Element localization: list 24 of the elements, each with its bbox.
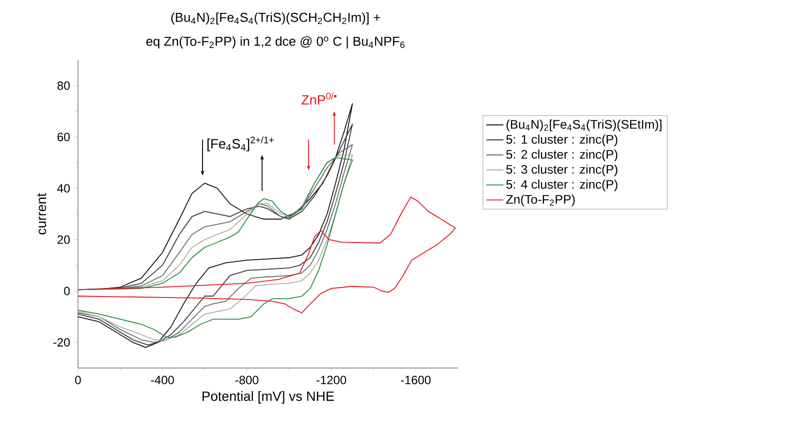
y-tick-label: 0 — [64, 286, 70, 296]
x-tick-label: -800 — [235, 376, 258, 384]
legend-label: 5: 3 cluster : zinc(P) — [506, 164, 618, 176]
x-tick-label: 0 — [75, 376, 81, 384]
y-tick-label: -20 — [53, 338, 70, 347]
y-tick-label: 80 — [57, 81, 70, 90]
annotation: [Fe$_{4}$S$_{4}$]$^{2+/1+}$ — [207, 136, 274, 152]
y-tick-label: 40 — [57, 184, 70, 193]
x-tick-label: -1600 — [401, 376, 431, 384]
legend-label: 5: 2 cluster : zinc(P) — [506, 150, 618, 162]
chart-subtitle: eq Zn(To-F$_{2}$PP) in 1,2 dce @ 0$^{o}$ C | Bu$_{4}$NPF$_{6}$ — [146, 36, 405, 49]
legend-label: 5: 4 cluster : zinc(P) — [506, 180, 618, 192]
y-tick-label: 60 — [58, 132, 70, 142]
x-axis-title: Potential [mV] vs NHE — [202, 391, 334, 404]
x-tick-label: -1200 — [316, 376, 346, 384]
legend-label: 5: 1 cluster : zinc(P) — [506, 134, 618, 146]
chart-title: (Bu$_{4}$N)$_{2}$[Fe$_{4}$S$_{4}$(TriS)(SCH$_{2}$CH$_{2}$Im)] + — [171, 12, 380, 25]
line-series — [78, 196, 456, 314]
legend-label: Zn(To-F$_{2}$PP) — [506, 194, 575, 206]
y-axis-title: current — [37, 193, 46, 234]
annotation: ZnP$^{0/•}$ — [302, 92, 337, 105]
y-tick-label: 20 — [58, 235, 70, 244]
x-tick-label: -400 — [151, 376, 174, 384]
text: (Bu$_{4}$N)$_{2}$[Fe$_{4}$S$_{4}$(TriS)(SEtIm)] — [506, 120, 662, 132]
